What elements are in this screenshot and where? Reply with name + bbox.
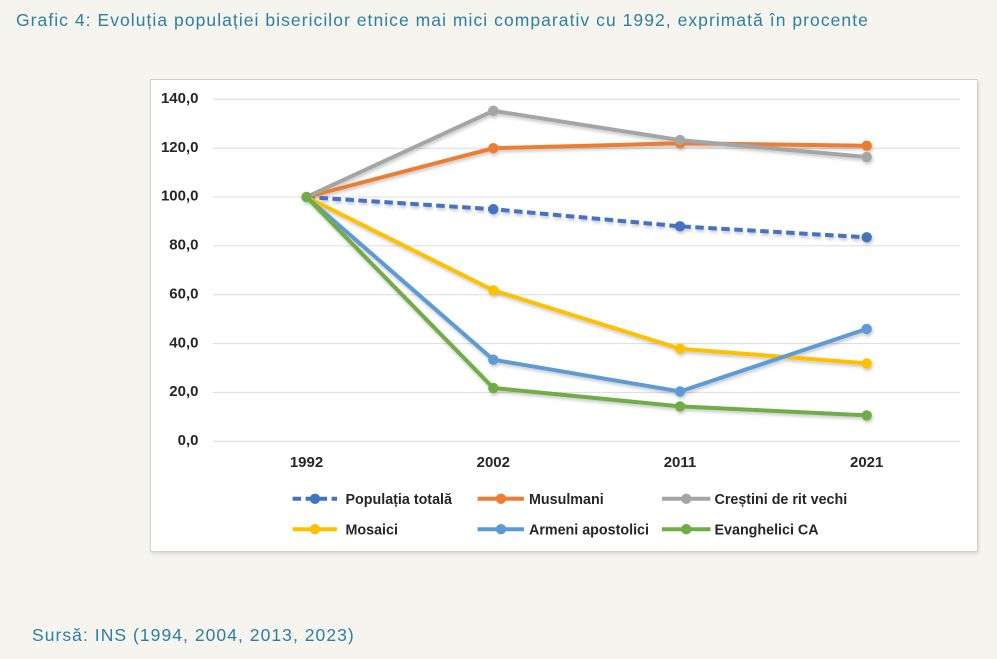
svg-text:Armeni apostolici: Armeni apostolici xyxy=(529,522,649,538)
svg-text:60,0: 60,0 xyxy=(169,285,198,302)
svg-text:80,0: 80,0 xyxy=(169,237,198,254)
svg-text:100,0: 100,0 xyxy=(161,188,199,205)
svg-text:Musulmani: Musulmani xyxy=(529,492,604,508)
svg-text:20,0: 20,0 xyxy=(169,383,198,400)
svg-text:0,0: 0,0 xyxy=(178,432,199,449)
svg-text:140,0: 140,0 xyxy=(161,90,199,107)
svg-text:Mosaici: Mosaici xyxy=(346,522,398,538)
svg-text:1992: 1992 xyxy=(290,454,323,471)
svg-text:Populația totală: Populația totală xyxy=(346,492,453,508)
svg-text:Creștini de rit vechi: Creștini de rit vechi xyxy=(715,492,848,508)
svg-text:120,0: 120,0 xyxy=(161,139,199,156)
svg-text:2021: 2021 xyxy=(850,454,883,471)
svg-text:40,0: 40,0 xyxy=(169,334,198,351)
svg-text:Evanghelici CA: Evanghelici CA xyxy=(715,522,819,538)
svg-text:2002: 2002 xyxy=(477,454,510,471)
svg-text:2011: 2011 xyxy=(664,454,697,471)
